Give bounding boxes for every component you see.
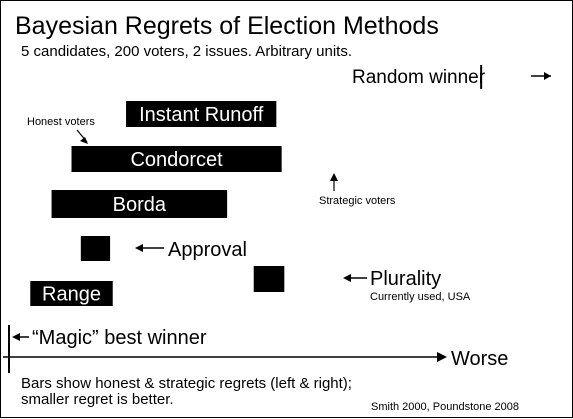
strategic-voters-arrow: [330, 173, 338, 191]
honest-voters-annotation: Honest voters: [27, 116, 95, 128]
chart-title: Bayesian Regrets of Election Methods: [15, 12, 439, 40]
footnote-line-2: smaller regret is better.: [21, 391, 174, 408]
bar-label-instant-runoff: Instant Runoff: [139, 104, 264, 126]
x-axis: [3, 352, 447, 362]
magic-winner-arrow: [12, 333, 29, 341]
plurality-note: Currently used, USA: [370, 291, 471, 303]
chart-subtitle: 5 candidates, 200 voters, 2 issues. Arbi…: [21, 43, 352, 60]
bar-label-borda: Borda: [113, 194, 167, 216]
x-axis-label: Worse: [451, 348, 508, 370]
honest-voters-arrow: [76, 129, 88, 144]
footnote-line-1: Bars show honest & strategic regrets (le…: [21, 375, 352, 392]
bar-approval: [80, 236, 111, 261]
method-bars: Instant Runoff Condorcet Borda Range: [30, 101, 285, 306]
approval-label: Approval: [168, 239, 247, 261]
bar-range: [30, 281, 113, 306]
magic-winner-label: “Magic” best winner: [32, 327, 207, 349]
approval-arrow: [135, 244, 164, 252]
plurality-label: Plurality: [370, 268, 441, 290]
bar-plurality: [253, 266, 285, 292]
credit: Smith 2000, Poundstone 2008: [371, 401, 519, 413]
random-winner-label: Random winner: [352, 67, 486, 88]
strategic-voters-annotation: Strategic voters: [319, 195, 396, 207]
bar-instant-runoff: [126, 101, 277, 127]
bar-condorcet: [71, 146, 282, 172]
plurality-arrow: [343, 274, 367, 282]
bar-borda: [51, 190, 228, 218]
random-winner-arrow: [480, 65, 551, 89]
bar-label-condorcet: Condorcet: [130, 149, 223, 171]
bar-label-range: Range: [42, 284, 101, 306]
